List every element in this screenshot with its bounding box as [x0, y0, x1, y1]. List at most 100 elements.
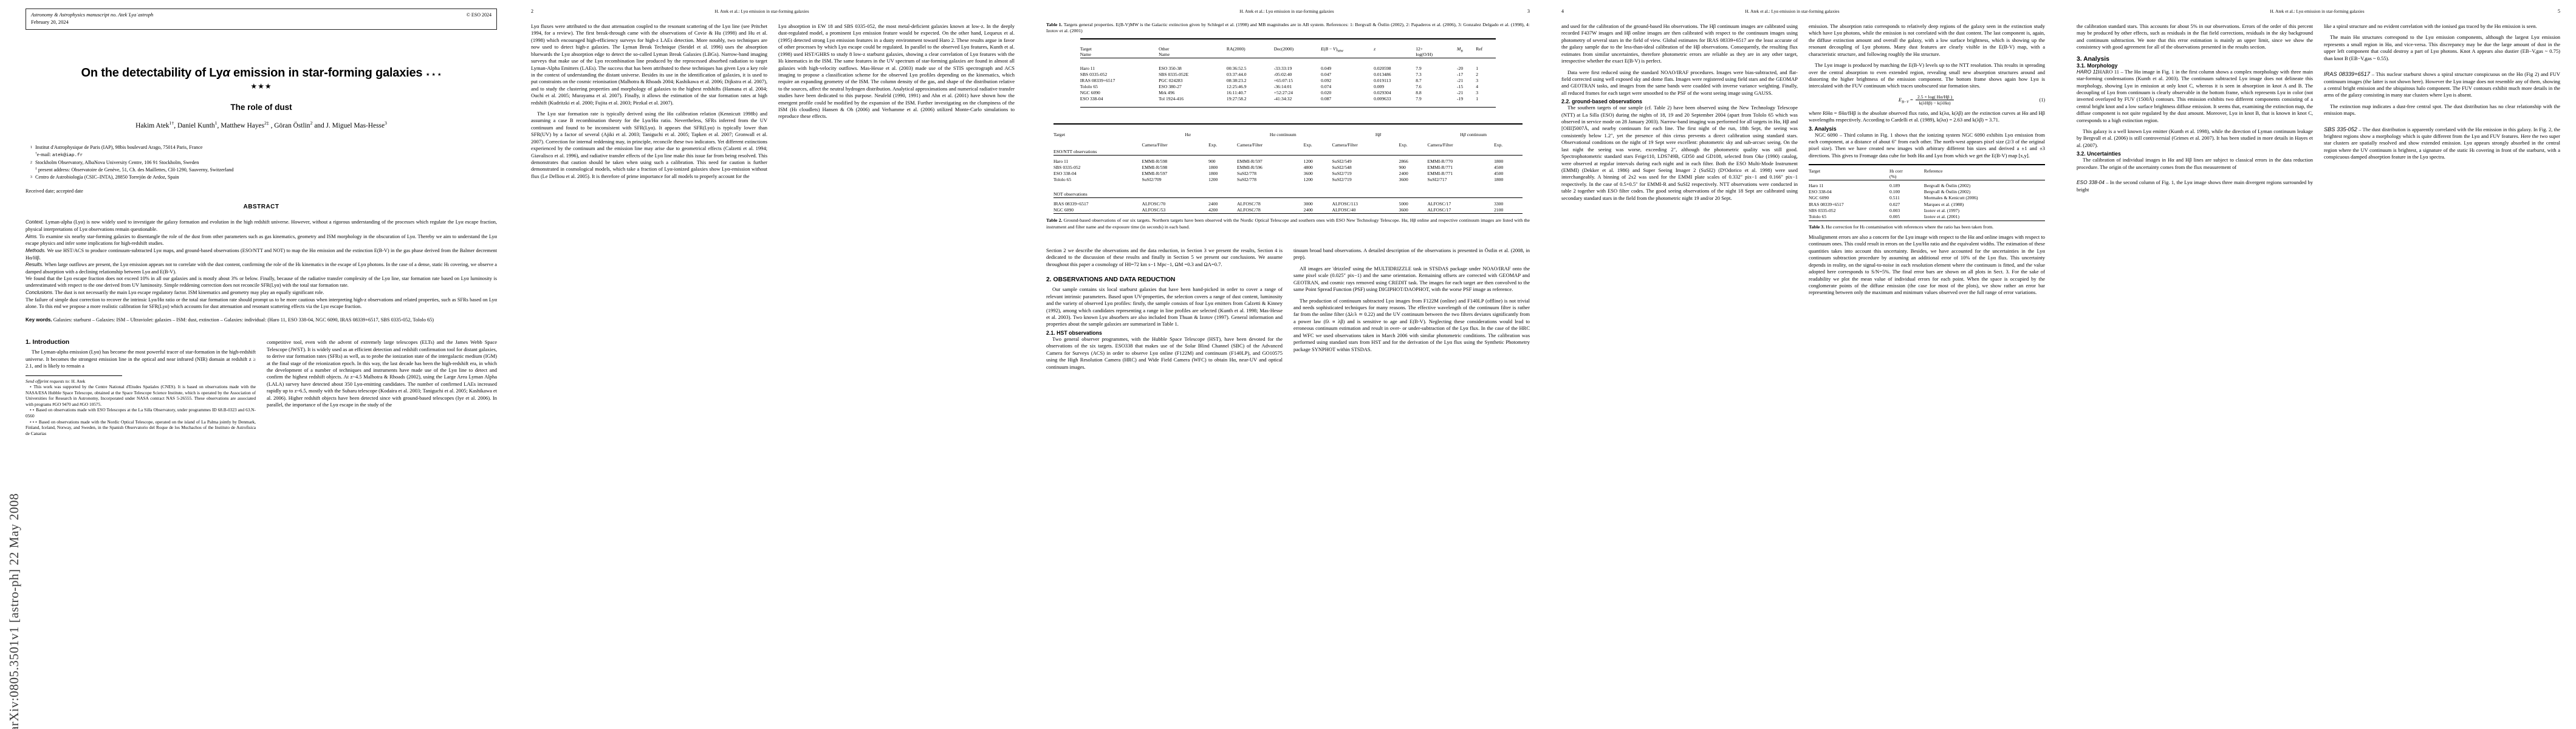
running-head-page-2: 2 H. Atek et al.: Lyα emission in star-f… — [531, 9, 1015, 18]
page-3-left-column: Section 2 we describe the observations a… — [1046, 247, 1283, 370]
table-3-caption: Table 3. Hα correction for Hı contaminat… — [1809, 224, 2045, 230]
table-3-caption-text: Hα correction for Hı contamination with … — [1824, 224, 1994, 230]
table-2-caption-label: Table 2. — [1046, 217, 1063, 224]
table-cell: ALFOSC/53 — [1142, 207, 1166, 213]
table-cell: 2400 — [1399, 170, 1408, 176]
table-1-caption: Table 1. Targets general properties. E(B… — [1046, 22, 1530, 35]
table-cell: Mormales & Kenicutt (2006) — [1923, 195, 1978, 201]
table-cell: 0.049 — [1321, 65, 1332, 71]
abstract-heading: ABSTRACT — [243, 204, 279, 211]
page-1-footnotes: Send offprint requests to: H. Atek ⋆ Thi… — [26, 378, 256, 437]
page-2-right-column: Lyα absorption in EW 18 and SBS 0335-052… — [778, 23, 1015, 180]
table-cell: 0.020 — [1321, 90, 1332, 96]
table-cell: 1 — [1476, 65, 1479, 71]
manuscript-date: February 20, 2024 — [31, 19, 69, 26]
th-z: z — [1374, 46, 1376, 52]
page-1-left-column: 1. Introduction The Lyman-alpha emission… — [26, 339, 256, 436]
table-cell: 7.3 — [1416, 71, 1422, 77]
equation-1: EB−V = 2.5 × log( Hα/Hβ ) k(λHβ) − k(λHα… — [1809, 94, 2045, 106]
table-row: NGC 6090 ALFOSC/53 4200 ALFOSC/78 2400 ALFOSC… — [1053, 207, 1523, 213]
abstract-context-text: Lyman-alpha (Lyα) is now widely used to … — [26, 219, 497, 233]
table-cell: -20 — [1457, 65, 1464, 71]
affiliation-email: †e-mail: atek@iap.fr — [35, 151, 83, 159]
journal-masthead: Astronomy & Astrophysics manuscript no. … — [26, 9, 497, 30]
table-row: SBS 0335-052 SBS 0335-052E 03:37:44.0 -05:0… — [1080, 71, 1496, 77]
table-cell: 2400 — [1208, 200, 1218, 207]
table-cell: 4200 — [1208, 207, 1218, 213]
table-cell: 4500 — [1494, 164, 1504, 170]
arxiv-stamp: arXiv:0805.3501v1 [astro-ph] 22 May 2008 — [7, 493, 21, 729]
th-ref: Ref — [1476, 46, 1483, 52]
th-camera-filter: Camera/Filter — [1332, 142, 1358, 148]
table-cell: 19:27:58.2 — [1226, 96, 1247, 102]
table-cell: ALFOSC/40 — [1332, 207, 1356, 213]
page-1-columns: 1. Introduction The Lyman-alpha emission… — [26, 339, 497, 436]
page-4-right-paragraph-2: The Lyα image is produced by matching th… — [1809, 62, 2045, 89]
table-2-caption: Table 2. Ground-based observations of ou… — [1046, 217, 1530, 230]
page-4-columns: and used for the calibration of the grou… — [1561, 23, 2045, 296]
table-cell: -17 — [1457, 71, 1464, 77]
affiliation-number: 2 — [30, 160, 32, 165]
table-row: SBS 0335-052 EMMI-R/598 1800 EMMI-R/596 4800… — [1053, 164, 1523, 170]
table-1-caption-label: Table 1. — [1046, 22, 1063, 27]
table-cell: SuSI2/719 — [1332, 177, 1352, 183]
abstract-conclusions: Conclusions. The dust is not necessarily… — [26, 289, 497, 296]
table-cell: ESO 338-04 — [1080, 96, 1103, 102]
th-reference: Reference — [1923, 168, 1943, 174]
page-5-left-paragraph-1: the calibration standard stars. This acc… — [2077, 23, 2313, 50]
th-halpha-continuum: Hα continuum — [1269, 131, 1297, 137]
equation-1-denominator: k(λHβ) − k(λHα) — [1919, 100, 1951, 106]
sec-2-2-paragraph-1: The southern targets of our sample (cf. … — [1561, 104, 1798, 201]
page-4-left-paragraph-1: and used for the calibration of the grou… — [1561, 23, 1798, 64]
table-cell: 8.7 — [1416, 77, 1422, 83]
footnote-star-star-star: ⋆⋆⋆ Based on observations made with the … — [26, 419, 256, 436]
th-exp: Exp. — [1399, 142, 1408, 148]
affiliation-text: Centro de Astrobiología (CSIC–INTA), 288… — [35, 174, 179, 180]
table-row: NGC 6090 Mrk 496 16:11:40.7 +52:27:24 0.020 0… — [1080, 90, 1496, 96]
page-5-columns: the calibration standard stars. This acc… — [2077, 23, 2560, 193]
sbs-335-text: – The dust distribution is apparently co… — [2324, 126, 2560, 160]
folio-number: 4 — [1561, 9, 1564, 14]
table-cell: NGC 6090 — [1053, 207, 1074, 213]
table-cell: 0.005 — [1889, 214, 1900, 220]
table-cell: 900 — [1399, 164, 1406, 170]
running-head-page-3: H. Atek et al.: Lyα emission in star-for… — [1046, 9, 1530, 18]
page-2-columns: Lyα fluxes were attributed to the dust a… — [531, 23, 1015, 180]
table-row: Tololo 65 ESO 380-27 12:25:46.9 -36:14:01 0.… — [1080, 83, 1496, 89]
page-4-right-paragraph-1: emission. The absorption ratio correspon… — [1809, 23, 2045, 57]
eso-338-text: – In the second column of Fig. 1, the Ly… — [2077, 179, 2313, 193]
table-row: NGC 6090 0.511 Mormales & Kenicutt (2006) — [1809, 195, 2045, 201]
running-head-page-4: 4 H. Atek et al.: Lyα emission in star-f… — [1561, 9, 2045, 18]
table-cell: 08:38:23.2 — [1226, 77, 1247, 83]
table-cell: 1200 — [1208, 177, 1218, 183]
table-row: ESO 338-04 Tol 1924-416 19:27:58.2 -41:34:3… — [1080, 96, 1496, 102]
affiliation-number: 1 — [30, 145, 32, 149]
abstract-conclusions-text: The dust is not necessarily the main Lyα… — [53, 289, 324, 295]
table-cell: -05:02:40 — [1273, 71, 1292, 77]
abstract-context: Context. Lyman-alpha (Lyα) is now widely… — [26, 219, 497, 233]
table-cell: 0.003 — [1889, 207, 1900, 213]
page-2-right-paragraph-1: Lyα absorption in EW 18 and SBS 0335-052… — [778, 23, 1015, 120]
th-camera-filter: Camera/Filter — [1237, 142, 1263, 148]
table-row: Haro 11 EMMI-R/598 900 EMMI-R/597 1200 SuSI2/… — [1053, 158, 1523, 164]
table-cell: 7.9 — [1416, 65, 1422, 71]
table-cell: 4 — [1476, 84, 1479, 90]
table-row: IRAS 08339+6517 0.027 Marques et al. (1988… — [1809, 201, 2045, 207]
table-cell: IRAS 08339+6517 — [1080, 77, 1115, 83]
table-1: Target Name Other Name RA(2000) Dec(2000) … — [1080, 38, 1496, 108]
table-cell: ESO 350-38 — [1159, 65, 1182, 71]
table-cell: 0.009633 — [1374, 96, 1391, 102]
page-2-left-column: Lyα fluxes were attributed to the dust a… — [531, 23, 767, 180]
table-row: Haro 11 0.189 Bergvall & Östlin (2002) — [1809, 183, 2045, 189]
affiliation-number: 3 — [30, 174, 32, 179]
table-cell: 03:37:44.0 — [1226, 71, 1247, 77]
table-cell: Tololo 65 — [1053, 177, 1072, 183]
table-cell: Bergvall & Östlin (2002) — [1923, 183, 1971, 189]
table-cell: +52:27:24 — [1273, 90, 1293, 96]
table-2-group-header-row: Target Hα Hα continuum Hβ Hβ continuum — [1053, 131, 1523, 137]
present-address-text: present address: Observatoire de Genève,… — [38, 167, 234, 173]
table-1-caption-text: Targets general properties. E(B-V)MW is … — [1046, 22, 1530, 34]
table-cell: 16:11:40.7 — [1226, 90, 1247, 96]
table-cell: -15 — [1457, 84, 1464, 90]
table-cell: 3 — [1476, 77, 1479, 83]
